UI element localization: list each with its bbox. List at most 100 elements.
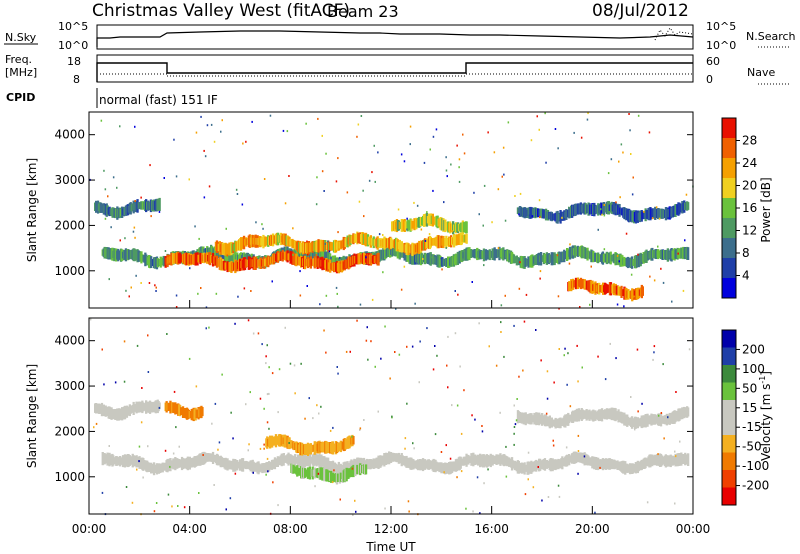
power-noise: [406, 217, 408, 220]
power-noise: [368, 179, 371, 182]
velocity-noise: [426, 327, 428, 330]
colorbar-swatch: [722, 218, 736, 239]
velocity-noise: [547, 496, 550, 498]
colorbar-tick-label: 8: [742, 246, 750, 260]
velocity-noise: [142, 476, 144, 479]
velocity-noise: [171, 505, 173, 508]
power-noise: [501, 175, 503, 178]
power-noise: [134, 200, 136, 202]
power-noise: [325, 152, 327, 155]
power-noise: [531, 215, 534, 218]
power-noise: [155, 290, 157, 292]
velocity-noise: [456, 476, 458, 479]
velocity-noise: [637, 410, 639, 413]
velocity-noise: [546, 370, 549, 373]
velocity-noise: [577, 434, 580, 437]
power-noise: [671, 300, 673, 303]
colorbar-tick-label: 16: [742, 201, 757, 215]
power-noise: [502, 146, 505, 149]
velocity-noise: [101, 348, 103, 351]
velocity-noise: [257, 332, 260, 335]
power-noise: [104, 188, 107, 191]
power-noise: [241, 203, 244, 206]
power-noise: [148, 282, 151, 284]
velocity-noise: [248, 443, 250, 446]
power-noise: [261, 223, 263, 226]
velocity-noise: [230, 411, 232, 414]
colorbar-swatch: [722, 238, 736, 259]
velocity-noise: [329, 429, 332, 432]
colorbar-swatch: [722, 452, 736, 471]
time-x-axis: 00:00 04:00 08:00 12:00 16:00 20:00 00:00: [72, 300, 710, 536]
power-noise: [457, 293, 459, 296]
colorbar-swatch: [722, 400, 736, 418]
velocity-noise: [345, 350, 348, 353]
velocity-noise: [245, 403, 247, 406]
velocity-noise: [581, 366, 583, 369]
colorbar-swatch: [722, 118, 736, 139]
power-noise: [658, 217, 661, 220]
velocity-noise: [261, 343, 263, 346]
velocity-noise: [679, 440, 681, 443]
velocity-noise: [537, 466, 539, 468]
power-noise: [633, 295, 635, 298]
velocity-noise: [89, 318, 92, 321]
velocity-noise: [351, 467, 354, 470]
power-noise: [339, 261, 342, 264]
colorbar-swatch: [722, 198, 736, 219]
velocity-noise: [266, 457, 269, 460]
power-noise: [382, 234, 384, 236]
power-y-axis: 1000 2000 3000 4000: [54, 128, 693, 278]
colorbar-tick-label: 15: [742, 401, 757, 415]
velocity-noise: [318, 412, 320, 415]
velocity-noise: [503, 355, 505, 358]
freq-tick-bottom: 8: [73, 73, 80, 86]
velocity-noise: [577, 472, 579, 475]
power-noise: [315, 203, 318, 206]
colorbar-tick-label: -200: [742, 479, 769, 493]
velocity-noise: [234, 322, 236, 325]
colorbar-swatch: [722, 258, 736, 279]
velocity-noise: [173, 390, 176, 393]
velocity-noise: [136, 468, 138, 471]
power-noise: [500, 304, 503, 307]
velocity-noise: [268, 392, 270, 395]
velocity-noise: [513, 426, 516, 428]
station-title: Christmas Valley West (fitACF): [92, 1, 350, 21]
velocity-noise: [359, 428, 361, 431]
velocity-noise: [564, 347, 566, 350]
power-noise: [328, 250, 331, 253]
velocity-noise: [569, 405, 572, 408]
velocity-noise: [412, 442, 414, 445]
velocity-noise: [384, 325, 386, 328]
velocity-noise: [443, 471, 445, 474]
power-noise: [451, 230, 453, 233]
power-ylabel: Slant Range [km]: [25, 158, 39, 262]
velocity-noise: [263, 407, 265, 410]
power-noise: [110, 226, 112, 229]
velocity-noise: [566, 383, 568, 386]
velocity-noise: [662, 363, 664, 366]
velocity-noise: [597, 355, 599, 358]
velocity-noise: [674, 455, 677, 458]
power-noise: [221, 119, 223, 122]
power-noise: [432, 135, 435, 138]
power-noise: [357, 123, 360, 126]
power-noise: [155, 286, 157, 289]
colorbar-swatch: [722, 330, 736, 348]
power-noise: [225, 227, 227, 230]
freq-panel-frame: [96, 54, 694, 83]
velocity-noise: [440, 451, 443, 453]
power-noise: [199, 250, 201, 253]
velocity-noise: [674, 450, 676, 453]
velocity-noise: [249, 391, 251, 394]
velocity-noise: [594, 511, 596, 514]
power-noise: [662, 281, 665, 284]
velocity-noise: [615, 357, 617, 360]
power-noise: [630, 273, 633, 276]
x-tick-label: 16:00: [474, 522, 509, 536]
power-noise: [108, 278, 110, 281]
velocity-noise: [271, 372, 274, 375]
nave-tick-top: 60: [706, 55, 720, 68]
power-noise: [426, 211, 428, 214]
